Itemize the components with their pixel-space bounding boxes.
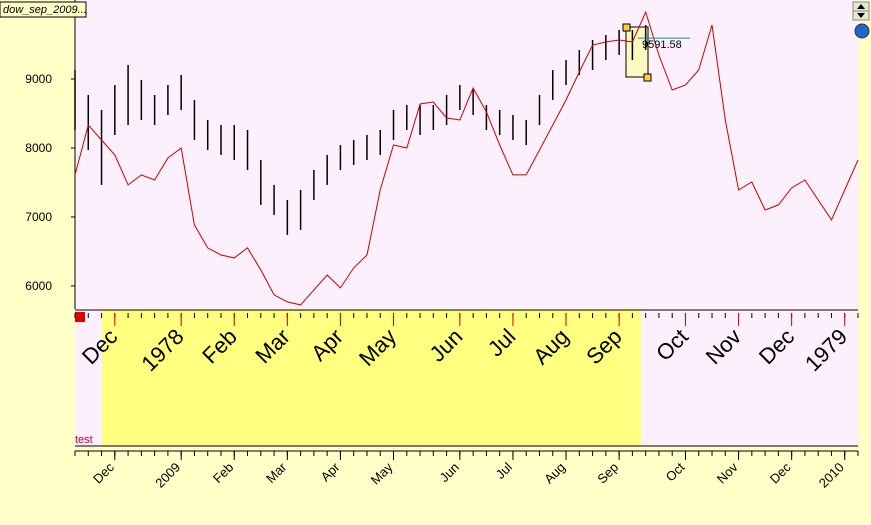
handle[interactable] xyxy=(643,73,652,82)
marker xyxy=(75,312,85,322)
y-tick-label: 8000 xyxy=(25,141,52,155)
globe-button[interactable] xyxy=(854,23,870,39)
chart-title: dow_sep_2009... xyxy=(3,4,87,16)
line-series xyxy=(74,10,859,306)
handle[interactable] xyxy=(622,23,631,32)
annotation-label: 9591.58 xyxy=(642,39,682,51)
highlight-band xyxy=(102,310,641,445)
selection-box xyxy=(625,26,649,78)
y-tick-label: 9000 xyxy=(25,72,52,86)
y-tick-label: 6000 xyxy=(25,279,52,293)
y-tick-label: 7000 xyxy=(25,210,52,224)
scroll-arrows xyxy=(857,4,865,18)
title-box xyxy=(0,1,87,18)
plot-area xyxy=(75,0,858,309)
panel-label: test xyxy=(75,434,93,446)
